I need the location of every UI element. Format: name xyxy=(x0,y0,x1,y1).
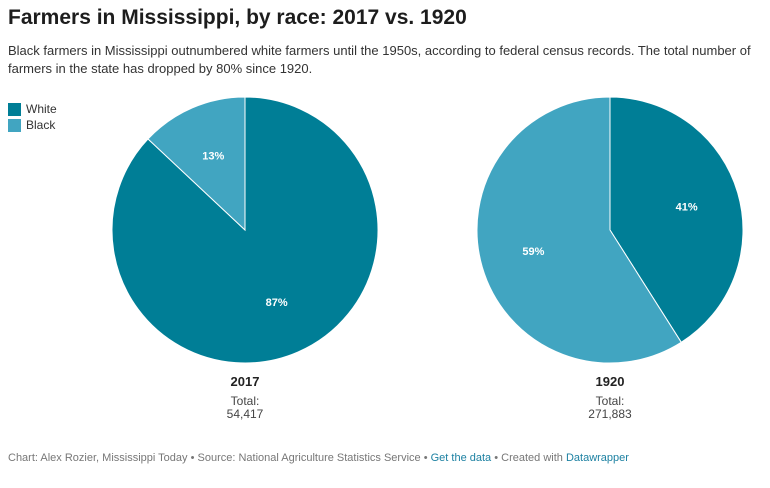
legend-label-black: Black xyxy=(26,118,56,132)
legend-swatch-white xyxy=(8,102,21,116)
pie-caption-2017: 2017 Total: 54,417 xyxy=(165,374,325,421)
pie-slice-1920-black xyxy=(476,96,682,364)
chart-title: Farmers in Mississippi, by race: 2017 vs… xyxy=(8,6,467,29)
legend-swatch-black xyxy=(8,118,21,132)
pie-slice-1920-white xyxy=(609,96,744,343)
pie-label-1920-black: 59% xyxy=(522,246,544,258)
legend-label-white: White xyxy=(26,102,57,116)
datawrapper-link[interactable]: Datawrapper xyxy=(565,452,629,464)
footer: Chart: Alex Rozier, Mississippi Today • … xyxy=(8,452,629,464)
legend: White Black xyxy=(8,101,57,133)
pie-total-label-2017: Total: xyxy=(230,394,260,408)
pie-total-value-2017: 54,417 xyxy=(226,407,264,421)
get-the-data-link[interactable]: Get the data xyxy=(430,452,492,464)
pie-slice-2017-black xyxy=(147,96,246,232)
legend-item-white: White xyxy=(8,101,57,117)
pie-label-1920-white: 41% xyxy=(676,202,698,214)
pie-caption-1920: 1920 Total: 271,883 xyxy=(530,374,690,421)
legend-item-black: Black xyxy=(8,117,57,133)
pie-year-2017: 2017 xyxy=(230,374,260,389)
pie-total-label-1920: Total: xyxy=(595,394,625,408)
footer-created-with: • Created with xyxy=(491,452,566,464)
chart-subtitle: Black farmers in Mississippi outnumbered… xyxy=(8,43,751,76)
pie-label-2017-black: 13% xyxy=(202,151,224,163)
pie-year-1920: 1920 xyxy=(595,374,625,389)
pie-label-2017-white: 87% xyxy=(266,297,288,309)
footer-credit: Chart: Alex Rozier, Mississippi Today • … xyxy=(8,452,431,464)
pie-total-value-1920: 271,883 xyxy=(588,407,632,421)
